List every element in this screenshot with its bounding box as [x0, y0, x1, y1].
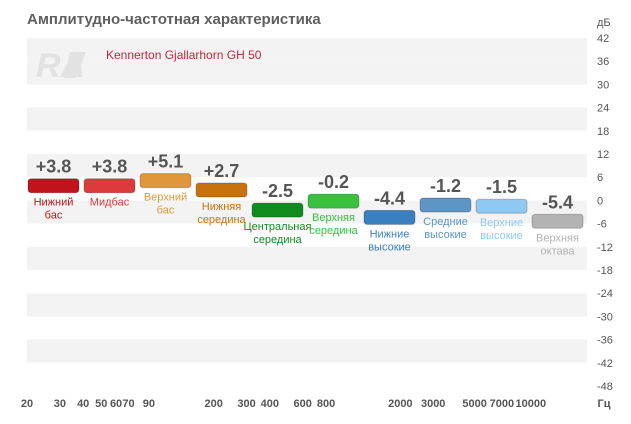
x-tick-label: 400 — [261, 398, 279, 410]
y-tick-label: 12 — [597, 149, 609, 161]
band-label: Мидбас — [90, 197, 130, 209]
band-bar — [419, 197, 472, 213]
x-tick-label: 40 — [77, 398, 89, 410]
band-value-label: -1.5 — [486, 177, 517, 197]
band-label: Нижние — [370, 228, 410, 240]
band-value-label: -2.5 — [262, 181, 293, 201]
band-label: середина — [309, 225, 358, 237]
y-tick-label: 36 — [597, 56, 609, 68]
x-tick-label: 7000 — [490, 398, 514, 410]
band-bar — [251, 202, 304, 218]
site-logo-icon: RA — [36, 47, 86, 85]
band-label: Верхний — [144, 192, 187, 204]
grid-band — [27, 38, 587, 62]
x-tick-label: 600 — [294, 398, 312, 410]
x-axis-unit: Гц — [598, 398, 611, 410]
y-tick-label: 42 — [597, 33, 609, 45]
y-tick-label: -36 — [597, 335, 613, 347]
y-tick-label: -18 — [597, 265, 613, 277]
band-label: высокие — [480, 230, 523, 242]
y-tick-label: -30 — [597, 311, 613, 323]
band-label: середина — [197, 214, 246, 226]
band-bar — [307, 193, 360, 209]
grid-band — [27, 293, 587, 317]
chart-title: Амплитудно-частотная характеристика — [27, 11, 321, 28]
y-tick-label: 24 — [597, 103, 609, 115]
band-bar — [83, 178, 136, 194]
x-tick-label: 70 — [122, 398, 134, 410]
x-tick-label: 3000 — [421, 398, 445, 410]
x-tick-label: 90 — [143, 398, 155, 410]
y-tick-label: -24 — [597, 288, 613, 300]
x-tick-label: 60 — [110, 398, 122, 410]
x-tick-label: 200 — [204, 398, 222, 410]
band-label: бас — [45, 210, 63, 222]
x-tick-label: 2000 — [388, 398, 412, 410]
y-tick-label: 6 — [597, 172, 603, 184]
grid-band — [27, 154, 587, 178]
band-label: Верхние — [480, 217, 523, 229]
x-tick-label: 5000 — [462, 398, 486, 410]
y-tick-label: -48 — [597, 381, 613, 393]
grid-band — [27, 246, 587, 270]
band-bar — [195, 182, 248, 198]
band-value-label: +3.8 — [36, 157, 72, 177]
y-tick-label: -6 — [597, 219, 607, 231]
band-label: Центральная — [244, 221, 312, 233]
x-tick-label: 50 — [95, 398, 107, 410]
band-value-label: -4.4 — [374, 188, 405, 208]
x-tick-label: 10000 — [516, 398, 547, 410]
band-label: Нижняя — [202, 201, 241, 213]
band-label: середина — [253, 234, 302, 246]
band-label: высокие — [424, 229, 467, 241]
band-label: Верхняя — [312, 212, 355, 224]
x-tick-label: 800 — [317, 398, 335, 410]
band-value-label: -5.4 — [542, 192, 573, 212]
y-tick-label: -42 — [597, 358, 613, 370]
y-tick-label: 18 — [597, 126, 609, 138]
x-tick-label: 20 — [21, 398, 33, 410]
band-value-label: +2.7 — [204, 161, 240, 181]
band-label: Нижний — [34, 197, 74, 209]
x-tick-label: 30 — [54, 398, 66, 410]
band-value-label: -0.2 — [318, 172, 349, 192]
y-axis-unit: дБ — [597, 17, 611, 29]
y-tick-label: 0 — [597, 195, 603, 207]
grid-band — [27, 339, 587, 363]
band-bar — [27, 178, 80, 194]
band-label: Верхняя — [536, 232, 579, 244]
band-label: Средние — [423, 216, 468, 228]
band-bar — [475, 198, 528, 214]
y-tick-label: 30 — [597, 79, 609, 91]
y-tick-label: -12 — [597, 242, 613, 254]
band-value-label: -1.2 — [430, 176, 461, 196]
band-bar — [531, 213, 584, 229]
band-label: высокие — [368, 241, 411, 253]
band-bar — [139, 173, 192, 189]
band-value-label: +3.8 — [92, 157, 128, 177]
legend-entry: Kennerton Gjallarhorn GH 50 — [106, 48, 262, 62]
grid-band — [27, 61, 587, 85]
grid-band — [27, 107, 587, 131]
band-value-label: +5.1 — [148, 152, 184, 172]
band-label: октава — [541, 245, 576, 257]
band-label: бас — [157, 205, 175, 217]
band-bar — [363, 210, 416, 225]
x-tick-label: 300 — [237, 398, 255, 410]
